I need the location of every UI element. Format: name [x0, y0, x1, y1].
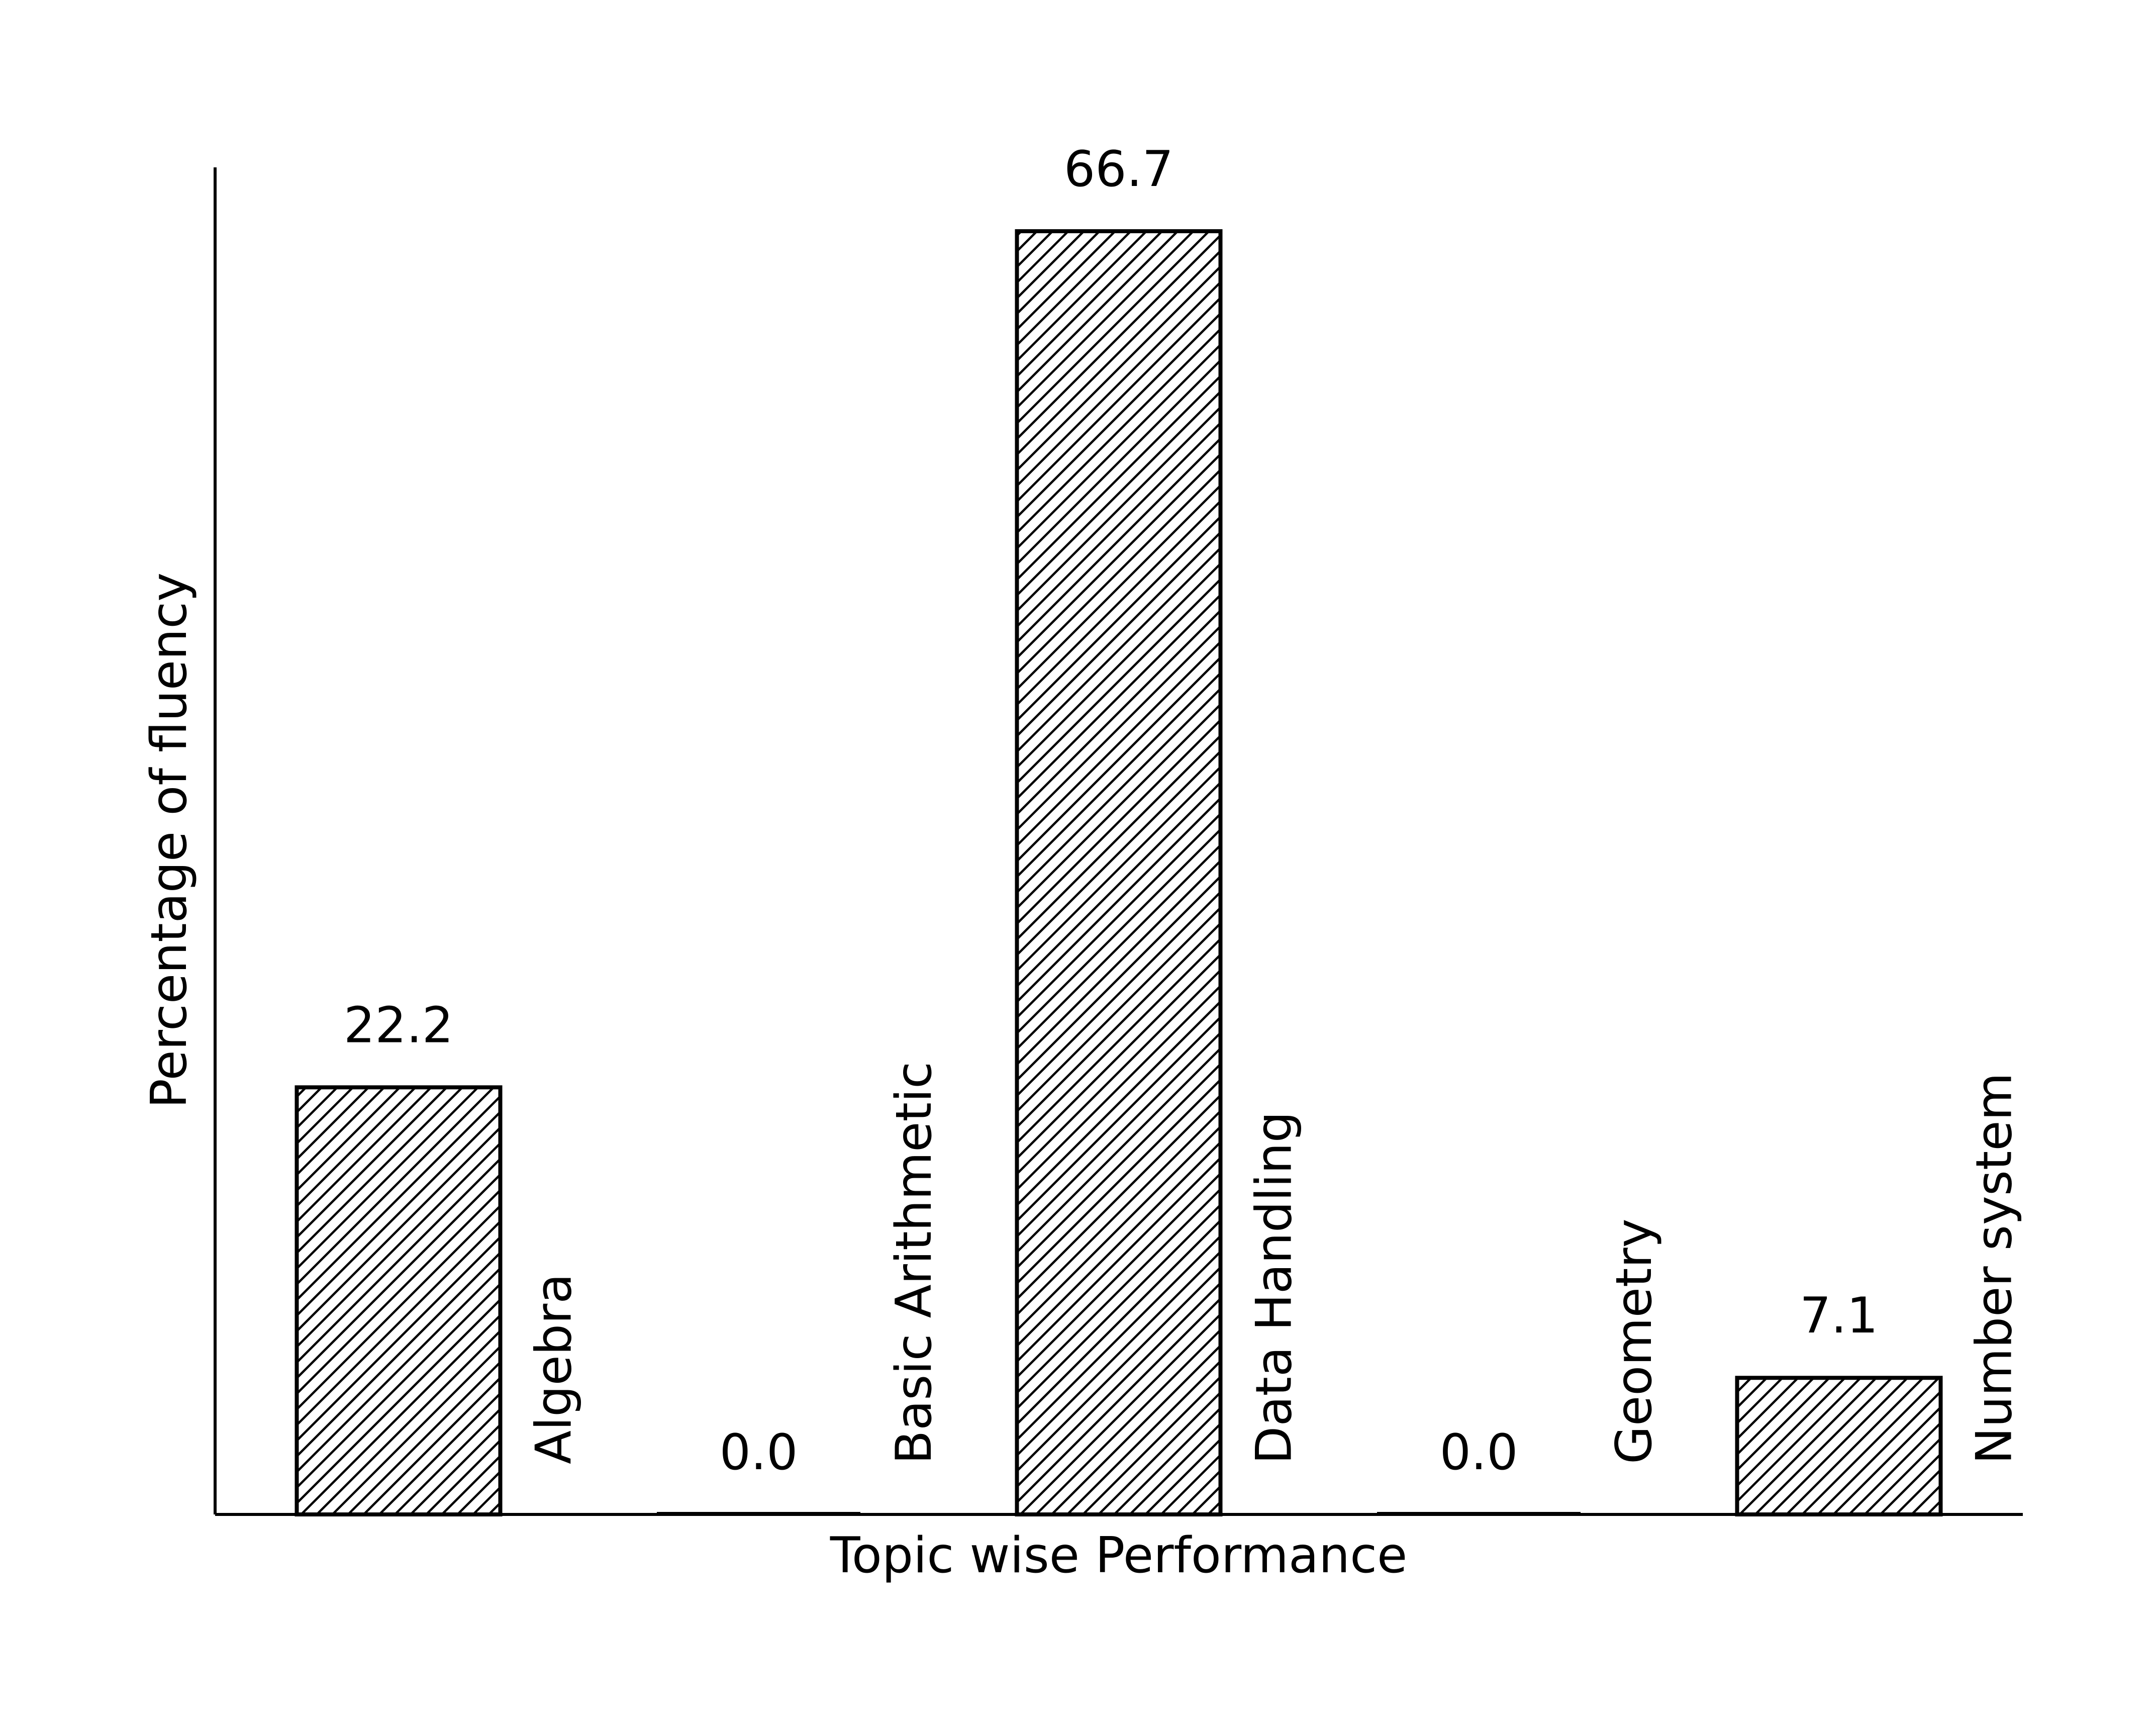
- category-label-1: Basic Arithmetic: [886, 1062, 943, 1464]
- plot-area: 22.2 0.0 66.7 0.0 7.1 Algebra Basic Arithmeti…: [295, 141, 2023, 1517]
- bars-group: [295, 229, 1943, 1517]
- category-label-0: Algebra: [526, 1274, 583, 1464]
- value-label-1: 0.0: [720, 1424, 798, 1481]
- value-labels-group: 22.2 0.0 66.7 0.0 7.1: [344, 141, 1878, 1481]
- category-label-4: Number system: [1966, 1073, 2023, 1464]
- value-label-2: 66.7: [1064, 141, 1173, 198]
- y-axis-title: Percentage of fluency: [141, 572, 198, 1108]
- category-labels-group: Algebra Basic Arithmetic Data Handling Geom…: [526, 1062, 2023, 1464]
- category-label-2: Data Handling: [1246, 1111, 1303, 1464]
- category-label-3: Geometry: [1606, 1218, 1663, 1464]
- value-label-4: 7.1: [1800, 1287, 1878, 1345]
- bar-4: [1735, 1376, 1943, 1517]
- value-label-3: 0.0: [1440, 1424, 1518, 1481]
- bar-2: [1015, 229, 1223, 1516]
- x-axis-title: Topic wise Performance: [830, 1527, 1408, 1584]
- bar-0: [295, 1085, 503, 1516]
- value-label-0: 22.2: [344, 997, 453, 1054]
